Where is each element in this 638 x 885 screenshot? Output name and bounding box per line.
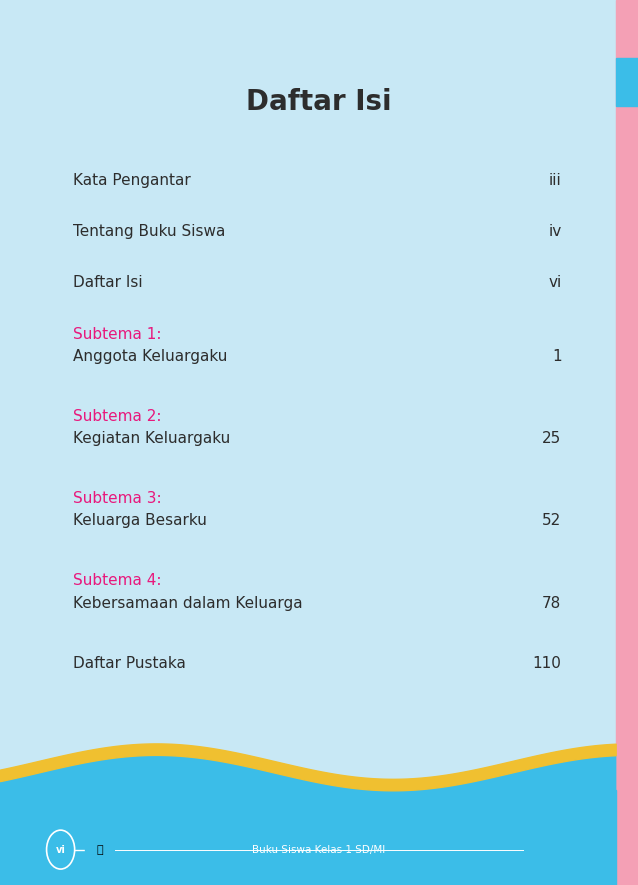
Text: vi: vi xyxy=(548,275,561,290)
Text: Daftar Isi: Daftar Isi xyxy=(73,275,143,290)
Bar xyxy=(616,58,638,106)
Circle shape xyxy=(85,830,114,869)
Text: Kata Pengantar: Kata Pengantar xyxy=(73,173,191,188)
Bar xyxy=(0,790,616,885)
Text: iv: iv xyxy=(548,224,561,239)
Text: Subtema 3:: Subtema 3: xyxy=(73,491,162,506)
Text: vi: vi xyxy=(56,844,66,855)
Text: Daftar Isi: Daftar Isi xyxy=(246,88,392,117)
Text: 📖: 📖 xyxy=(96,844,103,855)
Text: 52: 52 xyxy=(542,513,561,528)
Text: Kebersamaan dalam Keluarga: Kebersamaan dalam Keluarga xyxy=(73,596,303,611)
Text: 25: 25 xyxy=(542,431,561,446)
Text: Tentang Buku Siswa: Tentang Buku Siswa xyxy=(73,224,226,239)
Text: Daftar Pustaka: Daftar Pustaka xyxy=(73,656,186,671)
Text: 110: 110 xyxy=(533,656,561,671)
Bar xyxy=(616,0,638,885)
Text: Keluarga Besarku: Keluarga Besarku xyxy=(73,513,207,528)
Text: Kegiatan Keluargaku: Kegiatan Keluargaku xyxy=(73,431,230,446)
Text: 78: 78 xyxy=(542,596,561,611)
Text: Subtema 4:: Subtema 4: xyxy=(73,573,162,589)
Text: iii: iii xyxy=(549,173,561,188)
Polygon shape xyxy=(0,755,616,885)
Text: Buku Siswa Kelas 1 SD/MI: Buku Siswa Kelas 1 SD/MI xyxy=(253,844,385,855)
Text: Anggota Keluargaku: Anggota Keluargaku xyxy=(73,349,228,364)
Text: 1: 1 xyxy=(552,349,561,364)
Text: Subtema 2:: Subtema 2: xyxy=(73,409,162,424)
Text: Subtema 1:: Subtema 1: xyxy=(73,327,162,342)
